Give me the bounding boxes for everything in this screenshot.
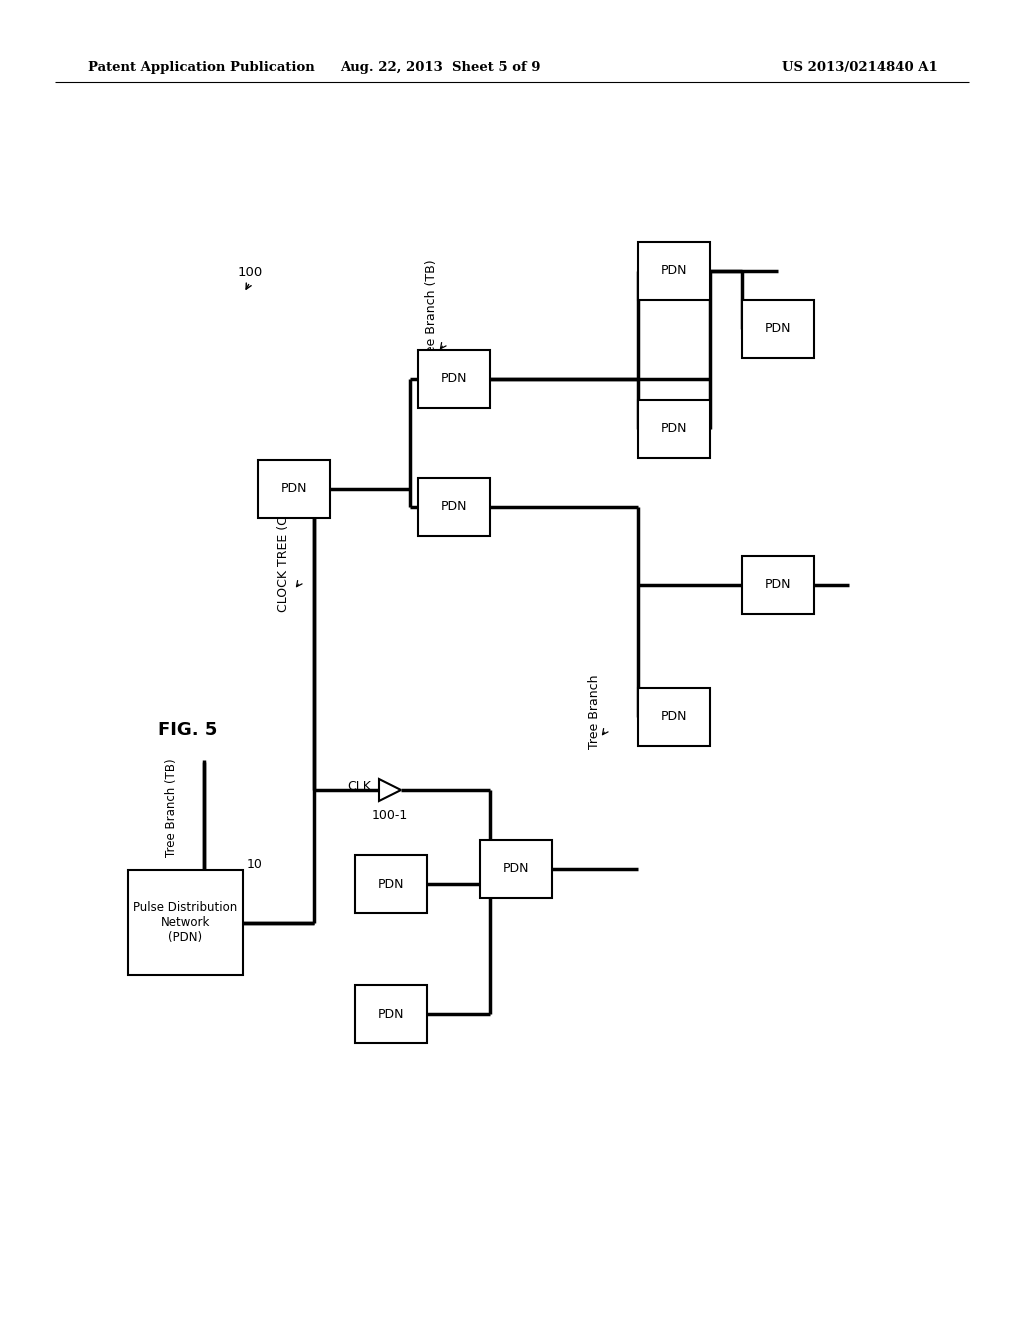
Bar xyxy=(480,840,552,898)
Text: Pulse Distribution
Network
(PDN): Pulse Distribution Network (PDN) xyxy=(133,902,238,944)
Text: PDN: PDN xyxy=(660,710,687,723)
Bar xyxy=(418,350,490,408)
Text: 100: 100 xyxy=(238,265,263,279)
Bar xyxy=(355,855,427,913)
Text: Tree Branch: Tree Branch xyxy=(588,675,600,750)
Text: US 2013/0214840 A1: US 2013/0214840 A1 xyxy=(782,62,938,74)
Text: PDN: PDN xyxy=(281,483,307,495)
Bar xyxy=(638,688,710,746)
Bar xyxy=(638,400,710,458)
Bar xyxy=(742,300,814,358)
Text: CLK: CLK xyxy=(347,780,371,793)
Bar xyxy=(258,459,330,517)
Bar xyxy=(638,242,710,300)
Bar xyxy=(128,870,243,975)
Text: PDN: PDN xyxy=(765,322,792,335)
Text: PDN: PDN xyxy=(440,500,467,513)
Text: CLOCK TREE (CT): CLOCK TREE (CT) xyxy=(278,504,291,612)
Text: Patent Application Publication: Patent Application Publication xyxy=(88,62,314,74)
Text: PDN: PDN xyxy=(765,578,792,591)
Text: PDN: PDN xyxy=(440,372,467,385)
Bar xyxy=(742,556,814,614)
Text: PDN: PDN xyxy=(378,878,404,891)
Text: Aug. 22, 2013  Sheet 5 of 9: Aug. 22, 2013 Sheet 5 of 9 xyxy=(340,62,541,74)
Bar xyxy=(355,985,427,1043)
Text: Tree Branch (TB): Tree Branch (TB) xyxy=(426,260,438,364)
Text: PDN: PDN xyxy=(378,1007,404,1020)
Text: PDN: PDN xyxy=(660,422,687,436)
Text: Tree Branch (TB): Tree Branch (TB) xyxy=(166,759,178,857)
Bar xyxy=(418,478,490,536)
Text: 10: 10 xyxy=(247,858,263,870)
Text: PDN: PDN xyxy=(660,264,687,277)
Text: FIG. 5: FIG. 5 xyxy=(158,721,217,739)
Text: 100-1: 100-1 xyxy=(372,809,409,822)
Text: PDN: PDN xyxy=(503,862,529,875)
